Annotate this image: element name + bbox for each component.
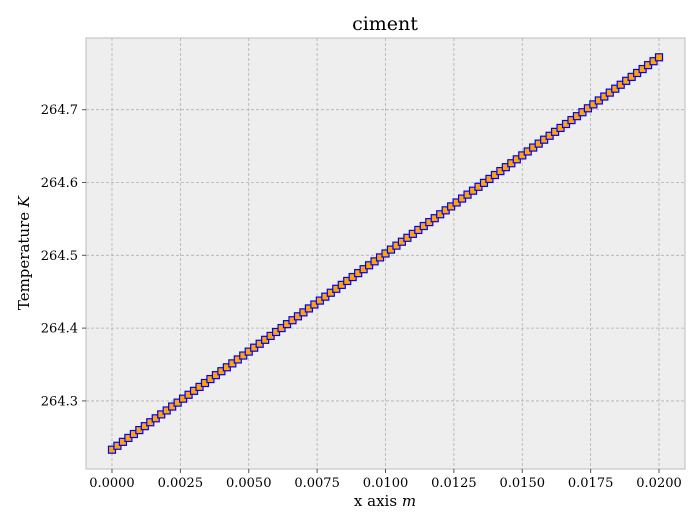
y-axis-label: Temperature K — [15, 195, 33, 310]
x-tick-label: 0.0025 — [158, 476, 204, 491]
x-tick-label: 0.0150 — [500, 476, 546, 491]
y-tick-label: 264.4 — [41, 322, 78, 337]
x-tick-label: 0.0050 — [226, 476, 272, 491]
data-point-marker — [654, 53, 664, 62]
x-ticks: 0.0000 0.0025 0.0050 0.0075 0.0100 0.0125 0.01… — [89, 469, 682, 491]
y-ticks: 264.3 264.4 264.5 264.6 264.7 — [41, 103, 86, 409]
y-axis-unit: K — [15, 195, 33, 208]
grid — [86, 38, 685, 469]
y-tick-label: 264.5 — [41, 249, 78, 264]
x-axis-unit: m — [402, 492, 416, 510]
series-group — [107, 53, 664, 454]
x-axis-label: x axis m — [354, 492, 416, 510]
y-tick-label: 264.3 — [41, 394, 78, 409]
x-tick-label: 0.0200 — [636, 476, 682, 491]
x-tick-label: 0.0075 — [294, 476, 340, 491]
x-tick-label: 0.0175 — [568, 476, 614, 491]
y-axis-label-text: Temperature — [15, 212, 33, 310]
x-tick-label: 0.0000 — [89, 476, 135, 491]
chart-title: ciment — [352, 13, 418, 35]
x-tick-label: 0.0125 — [431, 476, 477, 491]
x-axis-label-text: x axis — [354, 492, 397, 510]
x-tick-label: 0.0100 — [363, 476, 409, 491]
y-tick-label: 264.7 — [41, 103, 78, 118]
y-tick-label: 264.6 — [41, 176, 78, 191]
